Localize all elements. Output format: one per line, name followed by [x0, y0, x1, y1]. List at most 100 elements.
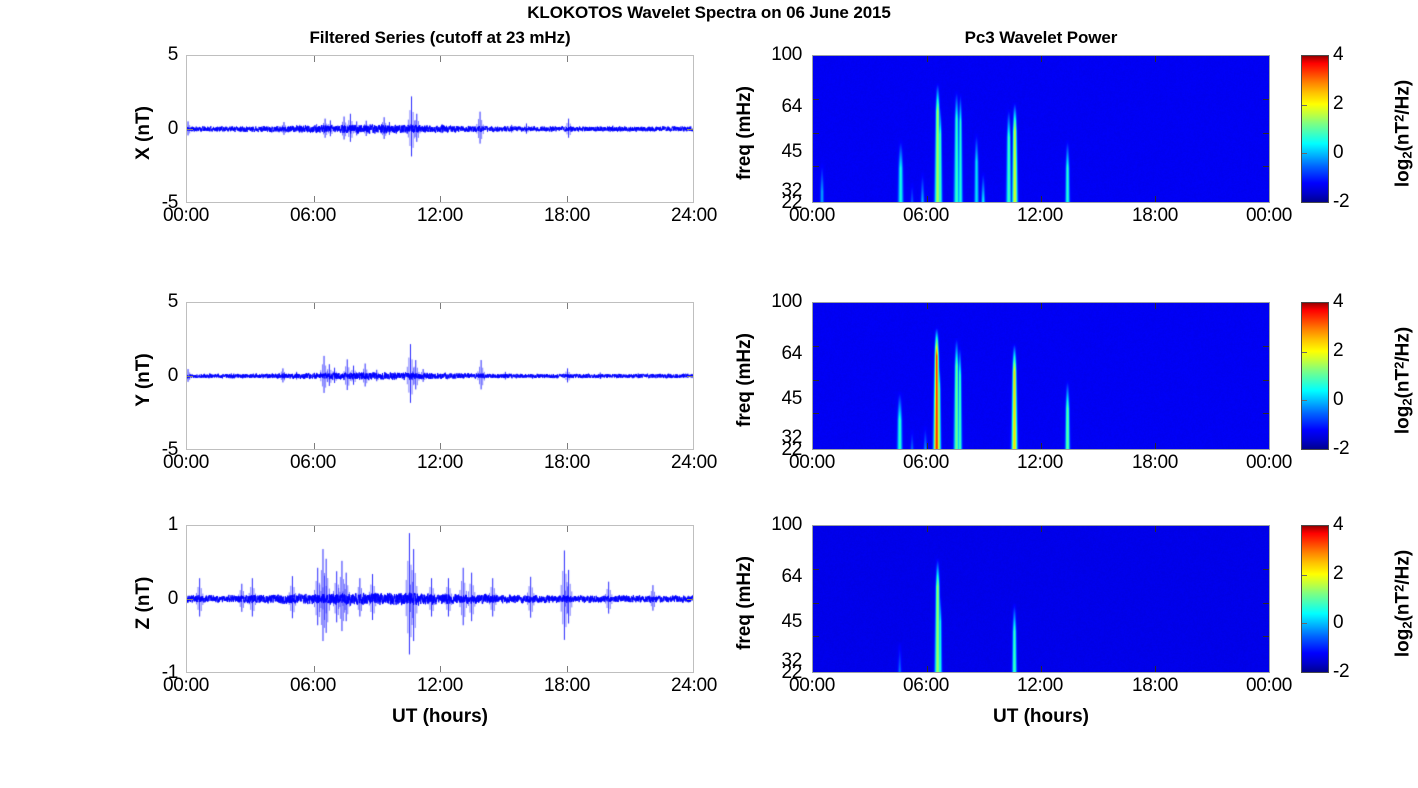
spectrogram-axes-x — [812, 55, 1270, 203]
ftick-z-64: 64 — [781, 566, 802, 587]
colorbar-title-y: log2(nT2/Hz) — [1392, 286, 1415, 476]
ftick-z-32: 32 — [781, 650, 802, 671]
xtick-ts2-4: 24:00 — [670, 675, 718, 696]
timeseries-trace-z — [187, 526, 693, 672]
axis-tick — [927, 666, 928, 672]
xtick-ts2-2: 12:00 — [416, 675, 464, 696]
ftick-y-32: 32 — [781, 427, 802, 448]
ftick-x-32: 32 — [781, 180, 802, 201]
axis-tick — [687, 129, 693, 130]
cbar-close-text: /Hz) — [1392, 326, 1414, 362]
ytick-z-0: 0 — [167, 588, 179, 609]
axis-tick — [313, 666, 315, 672]
xtick-sp1-4: 00:00 — [1245, 452, 1293, 473]
axis-tick — [440, 56, 441, 62]
axis-tick — [566, 666, 568, 672]
axis-tick — [187, 599, 193, 600]
colorbar-tick — [1302, 574, 1307, 576]
cbar-log-text: log — [1392, 158, 1414, 188]
axis-tick — [813, 412, 819, 414]
timeseries-trace-y — [187, 303, 693, 449]
cbar-log-text: log — [1392, 628, 1414, 658]
axis-tick — [927, 303, 928, 309]
colorbar-tick — [1302, 351, 1307, 353]
spectrogram-axes-z — [812, 525, 1270, 673]
cbar-nt-exp: 2 — [1391, 114, 1407, 122]
xtick-sp0-4: 00:00 — [1245, 205, 1293, 226]
axis-tick — [1263, 99, 1269, 101]
faxis-title-z: freq (mHz) — [734, 556, 755, 650]
cbar-tick-x-4: 4 — [1333, 44, 1344, 65]
axis-tick — [1041, 443, 1042, 449]
xtick-ts1-1: 06:00 — [289, 452, 337, 473]
axis-tick — [1263, 602, 1269, 604]
ytick-z-1: 1 — [167, 514, 179, 535]
axis-tick — [1263, 569, 1269, 571]
axis-tick — [313, 443, 315, 449]
ftick-y-45: 45 — [781, 388, 802, 409]
axis-tick — [1041, 196, 1042, 202]
timeseries-axes-z — [186, 525, 694, 673]
cbar-tick-x-2: 2 — [1333, 93, 1344, 114]
xtick-ts0-1: 06:00 — [289, 205, 337, 226]
cbar-open-text: (nT — [1392, 121, 1414, 152]
axis-tick — [813, 602, 819, 604]
xtick-sp2-2: 12:00 — [1016, 675, 1064, 696]
xtick-sp1-3: 18:00 — [1131, 452, 1179, 473]
axis-tick — [1041, 303, 1042, 309]
axis-tick — [1155, 443, 1156, 449]
axis-tick — [440, 666, 441, 672]
spectrogram-image-x — [813, 56, 1269, 202]
xtick-ts2-3: 18:00 — [543, 675, 591, 696]
xtick-ts1-2: 12:00 — [416, 452, 464, 473]
xtick-ts1-3: 18:00 — [543, 452, 591, 473]
spectrogram-axes-y — [812, 302, 1270, 450]
cbar-tick-y-2: 2 — [1333, 340, 1344, 361]
cbar-tick-z-0: 0 — [1333, 612, 1344, 633]
ytick-x-m5: -5 — [161, 192, 179, 213]
axis-tick — [187, 376, 193, 377]
axis-tick — [1263, 379, 1269, 381]
colorbar-x — [1301, 55, 1329, 203]
xtick-sp2-0: 00:00 — [788, 675, 836, 696]
cbar-log-base: 2 — [1399, 151, 1415, 159]
ftick-y-100: 100 — [771, 291, 802, 312]
colorbar-title-z: log2(nT2/Hz) — [1392, 509, 1415, 699]
ftick-z-22: 22 — [781, 662, 802, 683]
xtick-ts1-4: 24:00 — [670, 452, 718, 473]
axis-tick — [1263, 132, 1269, 134]
axis-tick — [813, 99, 819, 101]
ftick-x-100: 100 — [771, 44, 802, 65]
figure-title: KLOKOTOS Wavelet Spectra on 06 June 2015 — [527, 3, 891, 22]
axis-tick — [1155, 196, 1156, 202]
axis-tick — [927, 56, 928, 62]
axis-tick — [1263, 165, 1269, 167]
colorbar-gradient-x — [1302, 56, 1328, 202]
colorbar-z — [1301, 525, 1329, 673]
axis-tick — [927, 526, 928, 532]
axis-tick — [927, 443, 928, 449]
axis-tick — [1263, 635, 1269, 637]
ftick-y-64: 64 — [781, 343, 802, 364]
cbar-tick-x-0: 0 — [1333, 142, 1344, 163]
ytick-y-m5: -5 — [161, 439, 179, 460]
axis-tick — [813, 379, 819, 381]
xtick-ts0-0: 00:00 — [162, 205, 210, 226]
axis-tick — [1041, 56, 1042, 62]
ytick-y-0: 0 — [167, 365, 179, 386]
axis-tick — [813, 635, 819, 637]
right-column-title: Pc3 Wavelet Power — [964, 28, 1118, 47]
xtick-sp1-2: 12:00 — [1016, 452, 1064, 473]
spectrogram-image-z — [813, 526, 1269, 672]
axis-tick — [1263, 412, 1269, 414]
axis-tick — [813, 346, 819, 348]
axis-tick — [1155, 666, 1156, 672]
colorbar-title-x: log2(nT2/Hz) — [1392, 39, 1415, 229]
xaxis-title-left: UT (hours) — [391, 706, 489, 727]
cbar-log-base: 2 — [1399, 621, 1415, 629]
xtick-sp1-1: 06:00 — [902, 452, 950, 473]
axis-tick — [313, 196, 315, 202]
ftick-z-45: 45 — [781, 611, 802, 632]
timeseries-trace-x — [187, 56, 693, 202]
